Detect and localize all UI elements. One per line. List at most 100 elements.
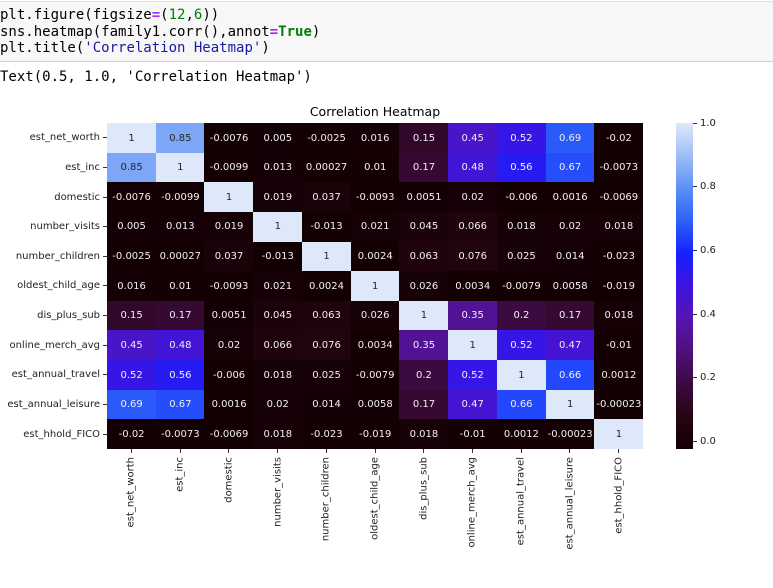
code-token: = <box>269 23 279 40</box>
heatmap-cell: -0.006 <box>496 182 547 213</box>
heatmap-cell: -0.00023 <box>545 419 595 450</box>
heatmap-cell: 0.013 <box>253 152 303 183</box>
heatmap-cell: 0.02 <box>545 211 595 243</box>
heatmap-cell: -0.0099 <box>204 152 254 183</box>
heatmap-cell: 0.69 <box>545 123 595 154</box>
heatmap-cell: -0.0076 <box>107 182 157 213</box>
heatmap-cell: -0.01 <box>594 330 644 361</box>
heatmap-cell: 0.018 <box>594 300 644 331</box>
heatmap-cell: 0.69 <box>107 389 157 420</box>
y-tick-label: domestic <box>54 182 107 212</box>
colorbar-ticks: 0.0 0.2 0.4 0.6 0.8 1.0 <box>693 118 753 449</box>
heatmap-cell: -0.023 <box>301 419 352 450</box>
code-token: 'Correlation Heatmap' <box>84 40 262 56</box>
code-line: plt.title('Correlation Heatmap') <box>0 40 773 57</box>
heatmap-cell: 0.0024 <box>350 241 400 272</box>
heatmap-cell: 0.01 <box>155 271 205 302</box>
heatmap-cell: -0.02 <box>594 123 644 154</box>
heatmap-cell: 0.066 <box>448 211 498 243</box>
heatmap-cell: 0.0016 <box>545 182 595 213</box>
heatmap-cell: 0.025 <box>496 241 547 272</box>
heatmap-cell: 1 <box>545 389 595 420</box>
heatmap-cell: 0.076 <box>301 330 352 361</box>
heatmap-cell: -0.019 <box>594 271 644 302</box>
heatmap-cell: 0.018 <box>496 211 547 243</box>
heatmap-cell: 0.0058 <box>545 271 595 302</box>
heatmap-cell: -0.013 <box>253 241 303 272</box>
colorbar-tick-label: 1.0 <box>693 116 716 130</box>
heatmap-cell: 0.02 <box>253 389 303 420</box>
heatmap-cell: 0.066 <box>253 330 303 361</box>
heatmap-cell: -0.01 <box>448 419 498 450</box>
heatmap-cell: 0.00027 <box>301 152 352 183</box>
colorbar <box>676 123 693 449</box>
cell-output-text: Text(0.5, 1.0, 'Correlation Heatmap') <box>0 69 312 85</box>
heatmap-cell: 0.02 <box>204 330 254 361</box>
x-tick-label: est_annual_leisure <box>560 449 580 569</box>
heatmap-cell: 1 <box>107 123 157 154</box>
heatmap-cell: 1 <box>496 360 547 391</box>
y-tick-label: online_merch_avg <box>9 330 107 360</box>
heatmap-cell: -0.006 <box>204 360 254 391</box>
heatmap-cell: 0.66 <box>496 389 547 420</box>
heatmap-cell: 0.66 <box>545 360 595 391</box>
y-tick-label: est_inc <box>65 153 107 183</box>
heatmap-cell: 0.01 <box>350 152 400 183</box>
heatmap-cell: 0.45 <box>107 330 157 361</box>
heatmap-cell: 0.56 <box>155 360 205 391</box>
heatmap-cell: 0.019 <box>253 182 303 213</box>
heatmap-cell: 0.016 <box>350 123 400 154</box>
heatmap-cell: 0.17 <box>155 300 205 331</box>
heatmap-cell: 0.021 <box>253 271 303 302</box>
heatmap-cell: -0.0069 <box>594 182 644 213</box>
heatmap-cell: 0.17 <box>399 389 449 420</box>
heatmap-cell: -0.0079 <box>496 271 547 302</box>
heatmap-cell: -0.0099 <box>155 182 205 213</box>
y-tick-label: est_net_worth <box>30 123 107 153</box>
heatmap-cell: 1 <box>155 152 205 183</box>
y-tick-label: dis_plus_sub <box>37 301 107 331</box>
colorbar-tick-label: 0.6 <box>693 243 716 257</box>
heatmap-cell: 0.0012 <box>594 360 644 391</box>
heatmap-cell: 0.045 <box>399 211 449 243</box>
heatmap-cell: 0.063 <box>301 300 352 331</box>
heatmap-cell: 1 <box>399 300 449 331</box>
code-token: , <box>185 7 194 23</box>
x-tick-label: dis_plus_sub <box>414 449 434 569</box>
heatmap-cell: 0.47 <box>545 330 595 361</box>
heatmap-cell: 0.56 <box>496 152 547 183</box>
heatmap-cell: 1 <box>448 330 498 361</box>
x-tick-label: number_children <box>316 449 336 569</box>
heatmap-cell: 0.67 <box>545 152 595 183</box>
heatmap-cell: -0.0073 <box>155 419 205 450</box>
heatmap-cell: 0.005 <box>253 123 303 154</box>
heatmap-cell: 0.018 <box>594 211 644 243</box>
heatmap-cell: 0.17 <box>399 152 449 183</box>
code-token: )) <box>202 7 220 23</box>
heatmap-cell: 0.52 <box>448 360 498 391</box>
heatmap-cell: 0.0016 <box>204 389 254 420</box>
y-tick-label: oldest_child_age <box>17 271 107 301</box>
colorbar-tick-label: 0.2 <box>693 371 716 385</box>
code-token: 12 <box>168 7 186 23</box>
heatmap-cell: -0.013 <box>301 211 352 243</box>
heatmap-cell: 0.019 <box>204 211 254 243</box>
code-token: ) <box>261 40 270 56</box>
x-tick-label: est_annual_travel <box>511 449 531 569</box>
heatmap-cell: -0.00023 <box>594 389 644 420</box>
heatmap-cell: 0.026 <box>399 271 449 302</box>
x-tick-label: online_merch_avg <box>462 449 482 569</box>
colorbar-tick-label: 0.4 <box>693 307 716 321</box>
heatmap-cell: 0.52 <box>107 360 157 391</box>
code-cell[interactable]: plt.figure(figsize=(12,6)) sns.heatmap(fa… <box>0 1 773 62</box>
heatmap-cell: 0.037 <box>301 182 352 213</box>
heatmap-cell: 0.025 <box>301 360 352 391</box>
heatmap-cell: -0.0073 <box>594 152 644 183</box>
x-tick-label: est_inc <box>170 449 190 569</box>
heatmap-cell: 0.48 <box>448 152 498 183</box>
code-token: ) <box>311 23 321 40</box>
y-tick-label: est_hhold_FICO <box>23 419 107 449</box>
heatmap-cell: 0.52 <box>496 330 547 361</box>
y-tick-label: est_annual_leisure <box>7 390 107 420</box>
heatmap-cell: -0.02 <box>107 419 157 450</box>
